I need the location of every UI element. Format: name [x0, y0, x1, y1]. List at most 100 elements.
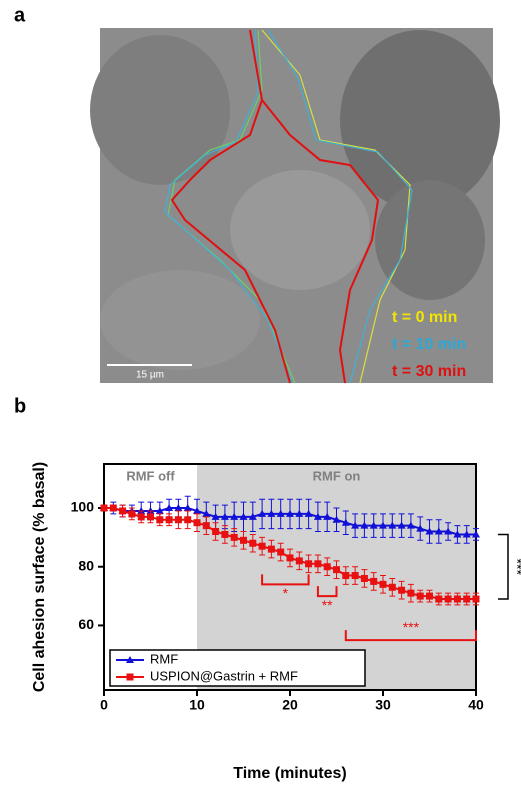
y-tick-label: 80	[78, 557, 94, 573]
marker	[416, 592, 424, 600]
marker	[314, 560, 322, 568]
significance-bracket	[316, 586, 338, 598]
marker	[463, 595, 471, 603]
marker	[137, 513, 145, 521]
marker	[184, 516, 192, 524]
group-significance: ***	[509, 559, 521, 576]
x-tick-label: 30	[375, 697, 391, 713]
cell-texture	[100, 270, 260, 370]
marker	[220, 512, 229, 520]
marker	[453, 595, 461, 603]
marker	[341, 518, 350, 526]
marker	[276, 509, 285, 517]
marker	[295, 509, 304, 517]
marker	[305, 560, 313, 568]
marker	[360, 574, 368, 582]
x-tick-label: 40	[468, 697, 484, 713]
marker	[304, 509, 313, 517]
marker	[453, 530, 462, 538]
cell-texture	[375, 180, 485, 300]
marker	[462, 530, 471, 538]
legend-marker	[126, 656, 134, 663]
marker	[426, 592, 433, 600]
marker	[323, 512, 332, 520]
panel-label: b	[14, 395, 26, 417]
significance-label: *	[283, 585, 289, 601]
marker	[313, 512, 322, 520]
x-tick-label: 0	[100, 697, 108, 713]
marker	[183, 504, 192, 512]
cell-texture	[340, 30, 500, 210]
marker	[398, 586, 406, 594]
marker	[370, 577, 378, 585]
marker	[332, 515, 341, 523]
marker	[286, 554, 294, 562]
marker	[397, 521, 406, 529]
marker	[434, 527, 443, 535]
marker	[379, 580, 387, 588]
outline-2	[170, 29, 380, 384]
marker	[258, 509, 267, 517]
y-tick-label: 60	[78, 616, 94, 632]
marker	[202, 522, 210, 530]
outline-0	[167, 29, 296, 384]
legend-label: USPION@Gastrin + RMF	[150, 668, 298, 683]
marker	[193, 519, 201, 527]
marker	[165, 504, 174, 512]
marker	[165, 516, 173, 524]
marker	[239, 512, 248, 520]
marker	[156, 516, 164, 524]
marker	[416, 524, 425, 532]
marker	[230, 512, 239, 520]
marker	[388, 583, 396, 591]
marker	[248, 512, 257, 520]
x-axis-title: Time (minutes)	[233, 765, 347, 782]
marker	[155, 506, 164, 514]
marker	[240, 536, 247, 544]
marker	[342, 572, 350, 580]
region-label: RMF off	[126, 468, 175, 483]
marker	[174, 516, 182, 524]
marker	[174, 504, 183, 512]
marker	[212, 528, 220, 536]
significance-bracket	[344, 630, 477, 642]
significance-label: **	[322, 597, 333, 613]
marker	[277, 548, 285, 556]
marker	[230, 533, 238, 541]
time-label: t = 30 min	[392, 363, 466, 380]
panel-label: a	[14, 4, 26, 26]
scale-bar-label: 15 µm	[136, 370, 164, 381]
legend-box	[109, 649, 366, 687]
micrograph: 15 µm	[90, 28, 500, 384]
cell-texture	[90, 35, 230, 185]
group-bracket	[498, 533, 509, 600]
significance-bracket	[261, 574, 310, 586]
marker	[147, 513, 154, 521]
marker	[444, 527, 453, 535]
marker	[388, 521, 397, 529]
marker	[211, 512, 220, 520]
marker	[267, 509, 276, 517]
time-label: t = 10 min	[392, 336, 466, 353]
cell-texture	[230, 170, 370, 290]
marker	[360, 521, 369, 529]
marker	[351, 572, 359, 580]
region-label: RMF on	[313, 468, 361, 483]
marker	[425, 527, 434, 535]
marker	[109, 504, 117, 512]
marker	[128, 510, 136, 518]
marker	[472, 530, 480, 538]
y-axis-title: Cell ahesion surface (% basal)	[31, 462, 48, 692]
legend-label: RMF	[150, 651, 178, 666]
marker	[472, 595, 480, 603]
marker	[267, 545, 275, 553]
marker	[119, 507, 127, 515]
marker	[351, 521, 360, 529]
outline-1	[164, 29, 413, 384]
time-label: t = 0 min	[392, 309, 457, 326]
y-tick-label: 100	[71, 499, 95, 515]
marker	[406, 521, 415, 529]
marker	[100, 504, 108, 512]
